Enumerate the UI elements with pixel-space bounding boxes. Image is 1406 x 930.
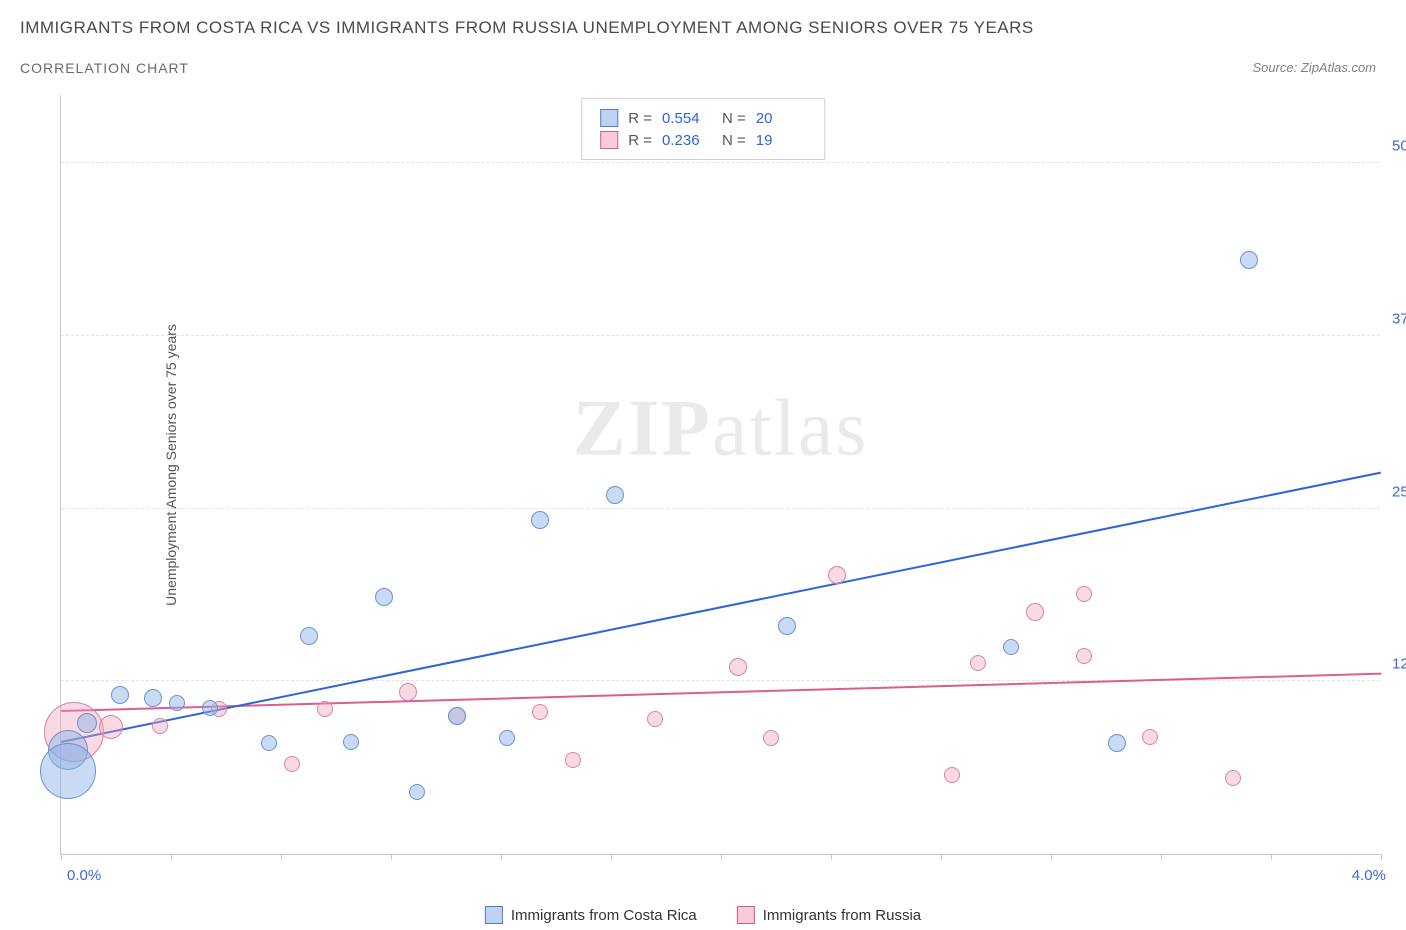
blue-point [606, 486, 624, 504]
x-tick [721, 854, 722, 860]
chart-area: ZIPatlas 12.5%25.0%37.5%50.0%0.0%4.0% [60, 95, 1380, 855]
pink-point [1142, 729, 1158, 745]
pink-point [565, 752, 581, 768]
blue-point [144, 689, 162, 707]
chart-title: IMMIGRANTS FROM COSTA RICA VS IMMIGRANTS… [20, 18, 1034, 38]
blue-point [448, 707, 466, 725]
pink-point [99, 715, 123, 739]
pink-swatch [737, 906, 755, 924]
pink-point [1026, 603, 1044, 621]
x-tick [611, 854, 612, 860]
gridline [61, 335, 1380, 336]
x-tick [501, 854, 502, 860]
blue-point [531, 511, 549, 529]
pink-point [1076, 648, 1092, 664]
x-tick [941, 854, 942, 860]
blue-point [375, 588, 393, 606]
x-tick [1271, 854, 1272, 860]
pink-point [1225, 770, 1241, 786]
x-tick [61, 854, 62, 860]
blue-point [1108, 734, 1126, 752]
x-tick [1381, 854, 1382, 860]
n-value: 19 [756, 132, 806, 149]
x-tick [281, 854, 282, 860]
r-label: R = [628, 110, 652, 127]
watermark-rest: atlas [712, 384, 869, 472]
legend: Immigrants from Costa Rica Immigrants fro… [485, 906, 921, 924]
blue-point [169, 695, 185, 711]
legend-item: Immigrants from Costa Rica [485, 906, 697, 924]
blue-point [1240, 251, 1258, 269]
r-label: R = [628, 132, 652, 149]
n-label: N = [722, 132, 746, 149]
legend-item: Immigrants from Russia [737, 906, 921, 924]
legend-label: Immigrants from Russia [763, 907, 921, 924]
source-label: Source: ZipAtlas.com [1252, 60, 1376, 75]
y-tick-label: 37.5% [1392, 310, 1406, 327]
blue-point [40, 743, 96, 799]
r-value: 0.554 [662, 110, 712, 127]
pink-point [152, 718, 168, 734]
gridline [61, 508, 1380, 509]
plot-region: ZIPatlas 12.5%25.0%37.5%50.0%0.0%4.0% [60, 95, 1380, 855]
n-value: 20 [756, 110, 806, 127]
legend-label: Immigrants from Costa Rica [511, 907, 697, 924]
watermark-bold: ZIP [573, 384, 712, 472]
pink-point [317, 701, 333, 717]
gridline [61, 162, 1380, 163]
pink-point [970, 655, 986, 671]
stats-row: R = 0.554 N = 20 [600, 107, 806, 129]
pink-point [944, 767, 960, 783]
pink-point [532, 704, 548, 720]
x-tick [1161, 854, 1162, 860]
x-max-label: 4.0% [1352, 867, 1386, 884]
pink-point [1076, 586, 1092, 602]
gridline [61, 680, 1380, 681]
blue-point [1003, 639, 1019, 655]
x-tick [391, 854, 392, 860]
pink-point [284, 756, 300, 772]
chart-subtitle: CORRELATION CHART [20, 60, 189, 76]
blue-swatch [600, 109, 618, 127]
blue-point [778, 617, 796, 635]
blue-point [261, 735, 277, 751]
blue-point [77, 713, 97, 733]
n-label: N = [722, 110, 746, 127]
pink-point [763, 730, 779, 746]
blue-point [409, 784, 425, 800]
blue-point [111, 686, 129, 704]
r-value: 0.236 [662, 132, 712, 149]
pink-trendline [61, 672, 1381, 711]
y-tick-label: 50.0% [1392, 138, 1406, 155]
stats-box: R = 0.554 N = 20 R = 0.236 N = 19 [581, 98, 825, 160]
pink-swatch [600, 131, 618, 149]
pink-point [828, 566, 846, 584]
blue-point [499, 730, 515, 746]
x-tick [831, 854, 832, 860]
pink-point [647, 711, 663, 727]
blue-point [343, 734, 359, 750]
blue-point [202, 700, 218, 716]
stats-row: R = 0.236 N = 19 [600, 129, 806, 151]
y-tick-label: 25.0% [1392, 483, 1406, 500]
pink-point [729, 658, 747, 676]
x-min-label: 0.0% [67, 867, 101, 884]
x-tick [171, 854, 172, 860]
blue-trendline [61, 472, 1381, 743]
blue-point [300, 627, 318, 645]
pink-point [399, 683, 417, 701]
watermark: ZIPatlas [573, 383, 869, 474]
x-tick [1051, 854, 1052, 860]
blue-swatch [485, 906, 503, 924]
y-tick-label: 12.5% [1392, 656, 1406, 673]
